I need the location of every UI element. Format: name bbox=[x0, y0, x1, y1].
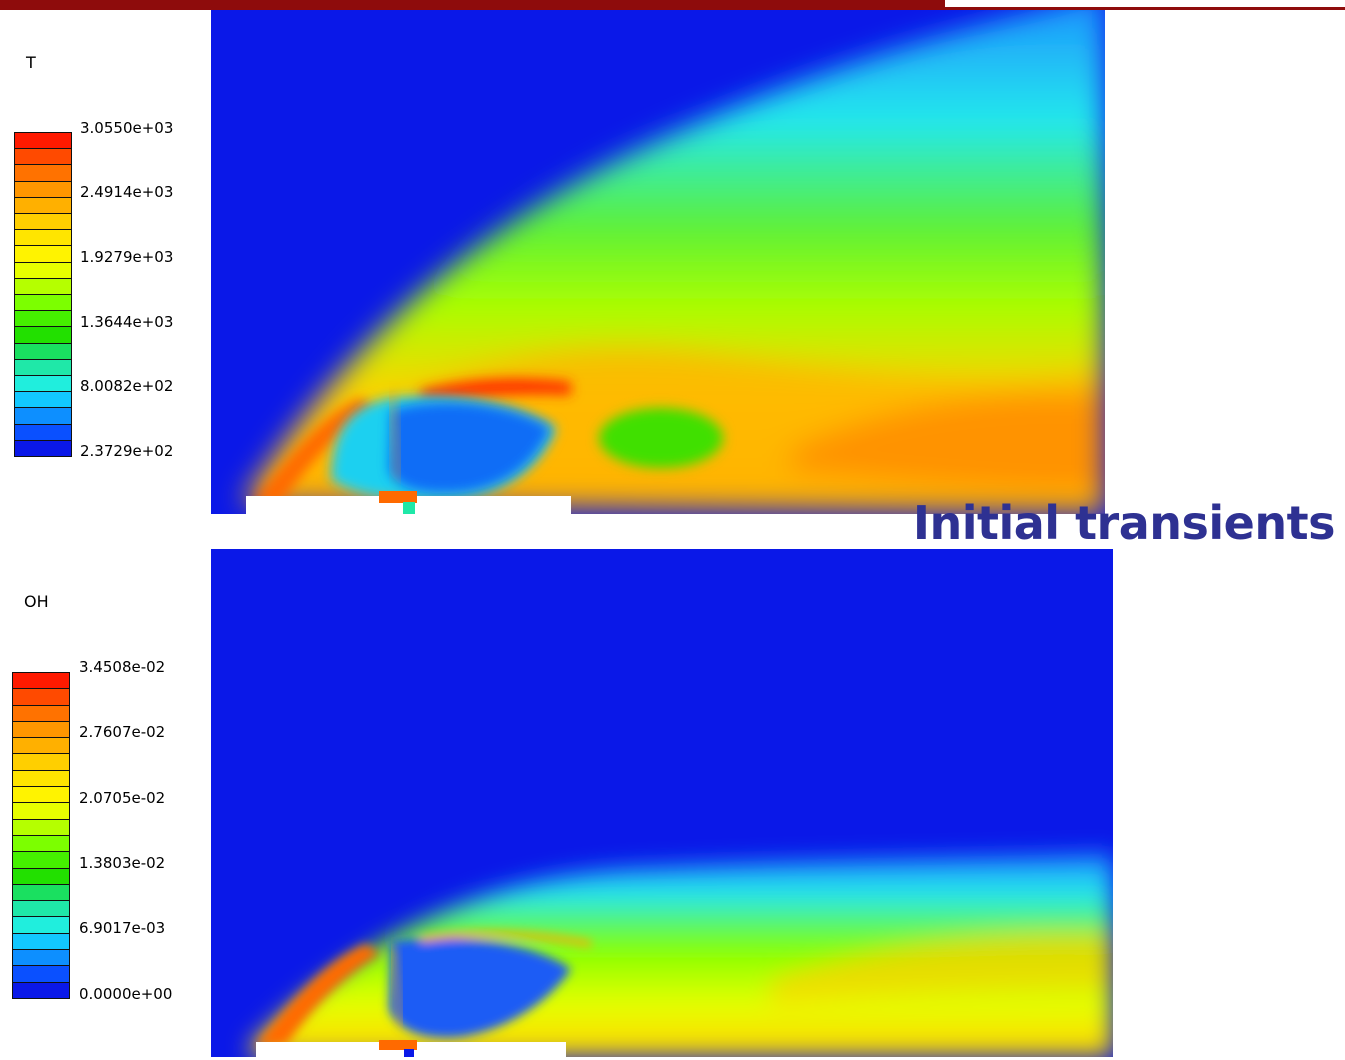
legend-color-band bbox=[13, 950, 69, 967]
legend-color-band bbox=[13, 787, 69, 804]
legend-color-band bbox=[13, 721, 69, 739]
legend-color-band bbox=[13, 705, 69, 722]
legend-color-band bbox=[15, 343, 71, 360]
legend-color-band bbox=[15, 149, 71, 166]
legend-color-band bbox=[15, 440, 71, 457]
legend-color-band bbox=[13, 689, 69, 706]
legend-color-band bbox=[15, 424, 71, 441]
legend-color-band bbox=[13, 901, 69, 918]
legend-color-band bbox=[15, 197, 71, 215]
legend-tick: 2.0705e-02 bbox=[79, 789, 166, 807]
legend-tick: 1.3644e+03 bbox=[80, 313, 174, 331]
legend-color-band bbox=[15, 311, 71, 328]
legend-color-band bbox=[15, 214, 71, 231]
legend-color-band bbox=[15, 376, 71, 393]
legend-color-band bbox=[15, 133, 71, 150]
legend-color-band bbox=[13, 884, 69, 902]
legend-color-band bbox=[15, 165, 71, 182]
color-legend-t bbox=[14, 132, 72, 457]
oh-contour-plot bbox=[211, 549, 1113, 1057]
legend-tick: 2.4914e+03 bbox=[80, 183, 174, 201]
legend-color-band bbox=[13, 754, 69, 771]
legend-color-band bbox=[15, 408, 71, 425]
legend-color-band bbox=[13, 770, 69, 788]
legend-tick: 3.0550e+03 bbox=[80, 119, 174, 137]
legend-tick: 3.4508e-02 bbox=[79, 658, 166, 676]
legend-tick: 2.7607e-02 bbox=[79, 723, 166, 741]
legend-color-band bbox=[15, 278, 71, 296]
legend-color-band bbox=[13, 738, 69, 755]
variable-label-t: T bbox=[26, 53, 36, 72]
legend-color-band bbox=[13, 982, 69, 998]
legend-color-band bbox=[13, 673, 69, 690]
legend-color-band bbox=[15, 246, 71, 263]
legend-color-band bbox=[13, 933, 69, 951]
legend-tick: 0.0000e+00 bbox=[79, 985, 173, 1003]
legend-color-band bbox=[13, 835, 69, 853]
legend-tick: 6.9017e-03 bbox=[79, 919, 166, 937]
legend-color-band bbox=[13, 852, 69, 869]
legend-color-band bbox=[15, 262, 71, 279]
legend-tick: 1.9279e+03 bbox=[80, 248, 174, 266]
legend-color-band bbox=[15, 181, 71, 198]
legend-color-band bbox=[13, 917, 69, 934]
slide-headline: Initial transients bbox=[912, 496, 1336, 550]
legend-tick: 2.3729e+02 bbox=[80, 442, 174, 460]
legend-color-band bbox=[15, 359, 71, 377]
legend-color-band bbox=[13, 966, 69, 983]
legend-color-band bbox=[15, 392, 71, 409]
variable-label-oh: OH bbox=[24, 592, 49, 611]
legend-tick: 8.0082e+02 bbox=[80, 377, 174, 395]
legend-color-band bbox=[13, 868, 69, 885]
legend-color-band bbox=[15, 230, 71, 247]
temperature-contour-plot bbox=[211, 10, 1105, 514]
legend-tick: 1.3803e-02 bbox=[79, 854, 166, 872]
legend-color-band bbox=[15, 295, 71, 312]
legend-color-band bbox=[15, 327, 71, 344]
legend-color-band bbox=[13, 803, 69, 820]
color-legend-oh bbox=[12, 672, 70, 999]
legend-color-band bbox=[13, 819, 69, 836]
top-accent-bar bbox=[0, 0, 945, 10]
top-accent-line bbox=[945, 7, 1345, 10]
